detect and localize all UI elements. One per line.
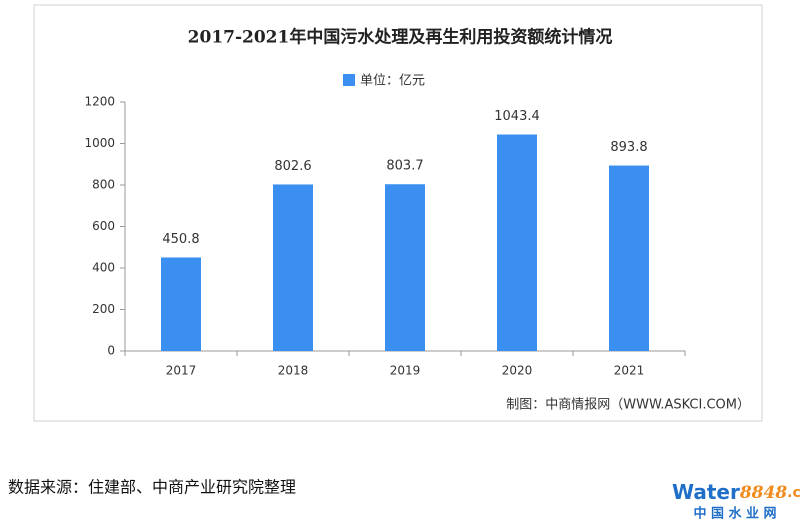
source-note: 数据来源：住建部、中商产业研究院整理 <box>8 478 296 497</box>
chart-title: 2017-2021年中国污水处理及再生利用投资额统计情况 <box>188 27 613 48</box>
logo-tagline: 中 国 水 业 网 <box>693 506 776 522</box>
bar <box>161 257 201 351</box>
y-tick-label: 400 <box>92 261 115 275</box>
legend-label: 单位：亿元 <box>360 74 425 89</box>
data-label: 1043.4 <box>494 109 540 124</box>
legend-swatch <box>343 74 355 86</box>
bar <box>497 134 537 351</box>
data-label: 893.8 <box>610 140 647 155</box>
y-tick-label: 800 <box>92 178 115 192</box>
x-tick-label: 2017 <box>166 364 197 378</box>
chart-credit: 制图：中商情报网（WWW.ASKCI.COM） <box>506 398 750 413</box>
x-tick-label: 2018 <box>278 364 309 378</box>
logo-text: Water8848.com <box>672 480 800 504</box>
logo-brand: Water <box>672 480 740 504</box>
y-tick-label: 0 <box>107 344 115 358</box>
x-tick-label: 2019 <box>390 364 421 378</box>
y-tick-label: 600 <box>92 219 115 233</box>
data-label: 450.8 <box>162 232 199 247</box>
y-tick-label: 1000 <box>84 136 115 150</box>
x-tick-label: 2021 <box>614 364 645 378</box>
logo-number: 8848 <box>739 483 787 503</box>
data-label: 802.6 <box>274 159 311 174</box>
bar <box>273 184 313 351</box>
bar <box>609 165 649 351</box>
data-label: 803.7 <box>386 159 423 174</box>
bar <box>385 184 425 351</box>
y-tick-label: 200 <box>92 302 115 316</box>
x-tick-label: 2020 <box>502 364 533 378</box>
y-tick-label: 1200 <box>84 95 115 109</box>
logo-domain: .com <box>787 485 800 501</box>
